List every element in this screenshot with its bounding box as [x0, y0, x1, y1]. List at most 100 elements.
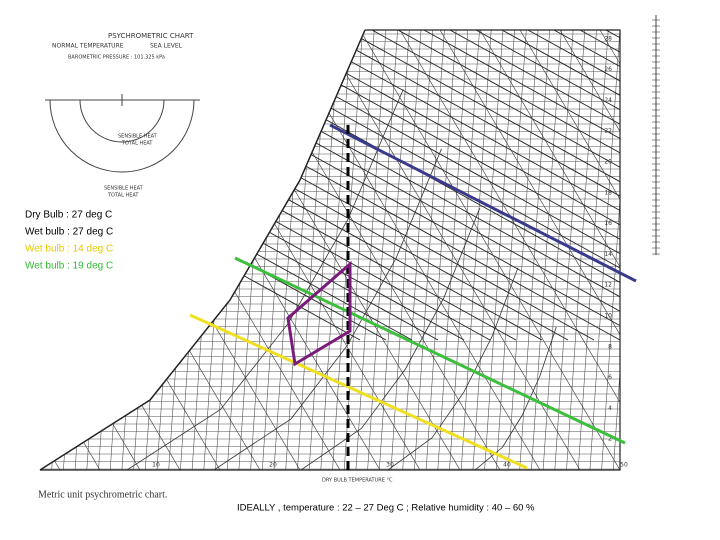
enthalpy-line	[85, 30, 620, 341]
enthalpy-line	[579, 30, 620, 341]
dry-bulb-ticks: 10 20 30 40 50	[152, 462, 628, 469]
y-tick-label: 24	[604, 97, 612, 104]
y-tick-label: 6	[608, 374, 612, 381]
enthalpy-line	[40, 30, 361, 341]
dry-bulb-line	[238, 30, 270, 470]
wet-bulb-line	[559, 30, 620, 470]
enthalpy-line	[319, 30, 620, 341]
enthalpy-line	[605, 30, 620, 341]
dry-bulb-line	[121, 30, 153, 470]
dry-bulb-line	[308, 30, 340, 470]
x-tick-label: 50	[620, 462, 628, 469]
y-tick-label: 4	[608, 405, 612, 412]
wet-bulb-line	[519, 30, 620, 470]
wet-bulb-line	[640, 30, 720, 470]
green-line	[234, 256, 626, 445]
enthalpy-line	[527, 30, 620, 341]
enthalpy-line	[345, 30, 620, 341]
dry-bulb-line	[425, 30, 457, 470]
enthalpy-line	[163, 30, 620, 341]
enthalpy-line	[553, 30, 620, 341]
dry-bulb-line	[437, 30, 469, 470]
chart-subtitle: NORMAL TEMPERATURE	[52, 43, 124, 50]
wet-bulb-line	[439, 30, 620, 470]
y-tick-label: 8	[608, 343, 612, 350]
enthalpy-line	[40, 30, 439, 341]
y-tick-label: 16	[604, 220, 612, 227]
dry-bulb-line	[414, 30, 445, 470]
y-tick-label: 28	[604, 35, 612, 42]
enthalpy-line	[449, 30, 620, 341]
y-tick-label: 20	[604, 159, 612, 166]
dry-bulb-line	[226, 30, 258, 470]
enthalpy-line	[658, 30, 720, 340]
dry-bulb-line	[484, 30, 515, 470]
enthalpy-line	[215, 30, 620, 341]
y-tick-label: 18	[604, 189, 612, 196]
enthalpy-line	[40, 30, 543, 341]
enthalpy-line	[632, 30, 720, 340]
rh-curve	[474, 326, 557, 470]
dry-bulb-line	[168, 30, 199, 470]
rh-curve	[300, 208, 481, 470]
wet-bulb-line	[279, 30, 541, 470]
enthalpy-line	[397, 30, 620, 341]
enthalpy-line	[40, 30, 569, 341]
dry-bulb-line	[203, 30, 235, 470]
dry-bulb-line	[379, 30, 410, 470]
enthalpy-line	[59, 30, 620, 341]
protractor-label: SENSIBLE HEAT	[104, 186, 144, 192]
dry-bulb-line	[109, 30, 141, 470]
y-tick-label: 14	[604, 251, 612, 258]
annotations: Dry Bulb : 27 deg C Wet bulb : 27 deg C We…	[25, 210, 113, 272]
dry-bulb-line	[472, 30, 504, 470]
dry-bulb-line	[589, 30, 620, 470]
annotation: Wet bulb : 19 deg C	[25, 261, 113, 272]
enthalpy-line	[111, 30, 620, 341]
enthalpy-line	[371, 30, 620, 341]
chart-border	[40, 29, 621, 471]
dry-bulb-line	[496, 30, 527, 470]
wet-bulb-line	[399, 30, 620, 470]
protractor-label: SENSIBLE HEAT	[118, 134, 158, 140]
pressure-label: BAROMETRIC PRESSURE : 101.325 kPa	[68, 55, 165, 61]
chart-subtitle: SEA LEVEL	[150, 43, 183, 50]
side-scale-ticks	[652, 19, 660, 255]
y-tick-label: 12	[604, 282, 612, 289]
y-tick-label: 26	[604, 66, 612, 73]
y-tick-label: 10	[604, 313, 612, 320]
chart-title: PSYCHROMETRIC CHART	[108, 32, 194, 40]
rh-curve	[213, 148, 442, 470]
dry-bulb-line	[320, 30, 352, 470]
enthalpy-line	[475, 30, 620, 341]
dry-bulb-line	[332, 30, 363, 470]
dry-bulb-line	[133, 30, 164, 470]
dry-bulb-line	[191, 30, 223, 470]
enthalpy-line	[189, 30, 620, 341]
wet-bulb-line	[319, 30, 581, 470]
caption: Metric unit psychrometric chart.	[38, 489, 167, 500]
x-tick-label: 20	[269, 462, 277, 469]
dry-bulb-line	[601, 30, 620, 470]
dry-bulb-line	[145, 30, 176, 470]
wet-bulb-line	[119, 30, 381, 470]
enthalpy-line	[684, 30, 720, 340]
y-tick-label: 22	[604, 128, 612, 135]
wet-bulb-line	[479, 30, 620, 470]
annotation: Dry Bulb : 27 deg C	[25, 210, 112, 221]
y-tick-label: 2	[608, 436, 612, 443]
dry-bulb-line	[273, 30, 305, 470]
comfort-zone	[286, 260, 352, 367]
enthalpy-line	[40, 30, 491, 341]
dry-bulb-line	[355, 30, 387, 470]
dry-bulb-line	[449, 30, 480, 470]
wet-bulb-line	[680, 30, 720, 470]
x-tick-label: 40	[503, 462, 511, 469]
x-tick-label: 10	[152, 462, 160, 469]
enthalpy-line	[293, 30, 620, 341]
dry-bulb-line	[156, 30, 188, 470]
blue-line	[329, 123, 637, 283]
dry-bulb-line	[180, 30, 211, 470]
